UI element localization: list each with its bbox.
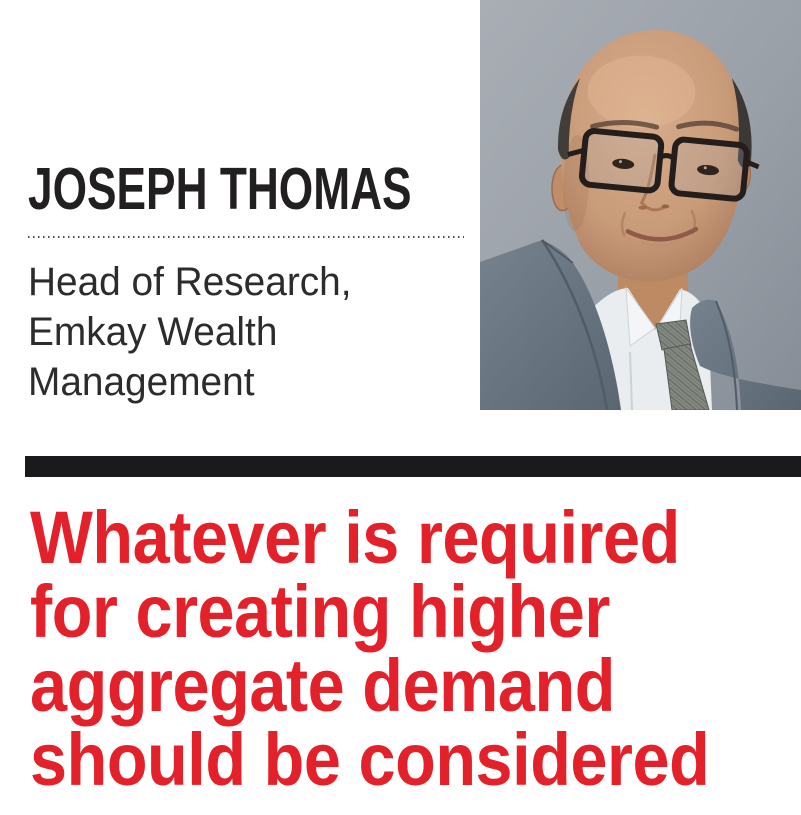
author-name: JOSEPH THOMAS xyxy=(28,156,412,222)
glasses xyxy=(567,128,760,202)
portrait-jacket xyxy=(480,239,801,410)
portrait-head xyxy=(551,30,760,282)
author-title: Head of Research, Emkay Wealth Managemen… xyxy=(28,260,352,404)
section-divider-bar xyxy=(25,456,801,477)
pull-quote-text: Whatever is required for creating higher… xyxy=(30,496,710,801)
dotted-divider xyxy=(28,236,464,239)
profile-photo xyxy=(480,0,801,410)
portrait-tie xyxy=(655,319,710,410)
